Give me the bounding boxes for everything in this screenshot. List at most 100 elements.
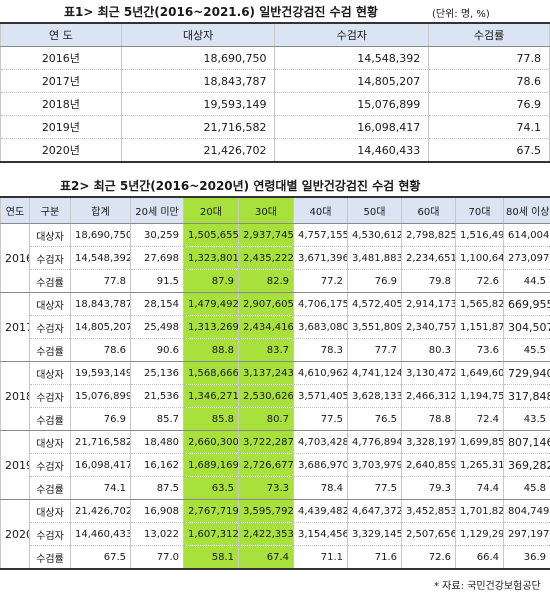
header-cell: 연 도	[0, 22, 122, 47]
year-cell: 2020	[0, 499, 30, 570]
table1-unit: (단위: 명, %)	[432, 9, 490, 20]
value-cell: 1,100,644	[455, 246, 504, 270]
table2-header-row: 연도 구분 합계 20세 미만 20대 30대 40대 50대 60대 70대 80세 이상	[0, 196, 550, 224]
value-cell: 28,154	[130, 292, 184, 316]
value-cell: 1,565,828	[455, 292, 504, 316]
value-cell: 87.5	[130, 476, 184, 500]
value-cell: 1,649,606	[455, 361, 504, 385]
value-cell: 18,843,787	[120, 69, 276, 93]
value-cell: 3,571,405	[293, 384, 348, 408]
value-cell: 76.9	[70, 407, 131, 431]
category-cell: 수검률	[29, 476, 71, 500]
value-cell: 18,690,750	[70, 223, 131, 247]
value-cell: 2,907,605	[238, 292, 294, 316]
value-cell: 77.5	[347, 476, 402, 500]
value-cell: 3,722,287	[238, 430, 294, 454]
value-cell: 80.3	[401, 338, 456, 362]
value-cell: 2,340,757	[401, 315, 456, 339]
value-cell: 4,757,155	[293, 223, 348, 247]
value-cell: 67.5	[70, 545, 131, 570]
year-cell: 2020년	[0, 138, 122, 163]
value-cell: 3,481,883	[347, 246, 402, 270]
value-cell: 2,660,300	[183, 430, 239, 454]
value-cell: 25,136	[130, 361, 184, 385]
value-cell: 669,955	[503, 292, 550, 316]
value-cell: 73.3	[238, 476, 294, 500]
value-cell: 3,595,792	[238, 499, 294, 523]
table2-title: 표2> 최근 5년간(2016~2020년) 연령대별 일반건강검진 수검 현황	[60, 179, 421, 193]
year-cell: 2018년	[0, 92, 122, 116]
value-cell: 27,698	[130, 246, 184, 270]
value-cell: 21,716,582	[70, 430, 131, 454]
header-cell: 70대	[455, 196, 504, 224]
year-cell: 2018	[0, 361, 30, 431]
value-cell: 14,460,433	[70, 522, 131, 546]
table-row: 2016년 18,690,750 14,548,392 77.8	[0, 46, 550, 70]
table-row: 2017년 18,843,787 14,805,207 78.6	[0, 69, 550, 93]
value-cell: 18,690,750	[120, 46, 276, 70]
value-cell: 74.4	[455, 476, 504, 500]
value-cell: 1,129,292	[455, 522, 504, 546]
value-cell: 18,843,787	[70, 292, 131, 316]
value-cell: 87.9	[183, 269, 239, 293]
table-row: 2020년 21,426,702 14,460,433 67.5	[0, 138, 550, 163]
value-cell: 3,130,472	[401, 361, 456, 385]
value-cell: 1,265,319	[455, 453, 504, 477]
value-cell: 4,741,124	[347, 361, 402, 385]
value-cell: 1,516,495	[455, 223, 504, 247]
value-cell: 45.5	[503, 338, 550, 362]
value-cell: 2,435,222	[238, 246, 294, 270]
header-cell: 20대	[183, 196, 239, 224]
value-cell: 1,689,169	[183, 453, 239, 477]
category-cell: 수검자	[29, 384, 71, 408]
value-cell: 90.6	[130, 338, 184, 362]
value-cell: 614,004	[503, 223, 550, 247]
year-cell: 2019	[0, 430, 30, 500]
category-cell: 대상자	[29, 223, 71, 247]
table-row: 수검률 67.5 77.0 58.1 67.4 71.1 71.6 72.6 66.4 36.9	[1, 545, 550, 570]
value-cell: 1,194,756	[455, 384, 504, 408]
value-cell: 1,568,666	[183, 361, 239, 385]
value-cell: 4,610,962	[293, 361, 348, 385]
value-cell: 21,536	[130, 384, 184, 408]
value-cell: 2,937,745	[238, 223, 294, 247]
table1-header-row: 연 도 대상자 수검자 수검률	[0, 22, 550, 47]
value-cell: 77.0	[130, 545, 184, 570]
value-cell: 21,426,702	[70, 499, 131, 523]
value-cell: 91.5	[130, 269, 184, 293]
header-cell: 60대	[401, 196, 456, 224]
value-cell: 67.5	[428, 138, 550, 163]
value-cell: 1,151,871	[455, 315, 504, 339]
value-cell: 1,346,271	[183, 384, 239, 408]
source-note: * 자료: 국민건강보험공단	[434, 581, 541, 592]
value-cell: 2,422,353	[238, 522, 294, 546]
header-cell: 수검자	[274, 22, 430, 47]
value-cell: 66.4	[455, 545, 504, 570]
category-cell: 수검자	[29, 453, 71, 477]
value-cell: 82.9	[238, 269, 294, 293]
value-cell: 2,914,173	[401, 292, 456, 316]
header-cell: 구분	[29, 196, 71, 224]
value-cell: 2,798,825	[401, 223, 456, 247]
table-row: 수검자 16,098,417 16,162 1,689,169 2,726,677 3,6…	[1, 453, 550, 477]
value-cell: 14,805,207	[70, 315, 131, 339]
value-cell: 3,683,080	[293, 315, 348, 339]
value-cell: 297,197	[503, 522, 550, 546]
value-cell: 25,498	[130, 315, 184, 339]
value-cell: 3,137,243	[238, 361, 294, 385]
value-cell: 45.8	[503, 476, 550, 500]
value-cell: 78.3	[293, 338, 348, 362]
value-cell: 15,076,899	[274, 92, 430, 116]
value-cell: 14,805,207	[274, 69, 430, 93]
value-cell: 4,572,405	[347, 292, 402, 316]
table-row: 수검률 78.6 90.6 88.8 83.7 78.3 77.7 80.3 73.6 45.5	[1, 338, 550, 362]
value-cell: 19,593,149	[120, 92, 276, 116]
category-cell: 수검률	[29, 269, 71, 293]
value-cell: 72.6	[455, 269, 504, 293]
value-cell: 18,480	[130, 430, 184, 454]
value-cell: 3,452,853	[401, 499, 456, 523]
header-cell: 80세 이상	[503, 196, 550, 224]
value-cell: 15,076,899	[70, 384, 131, 408]
value-cell: 21,716,582	[120, 115, 276, 139]
value-cell: 43.5	[503, 407, 550, 431]
